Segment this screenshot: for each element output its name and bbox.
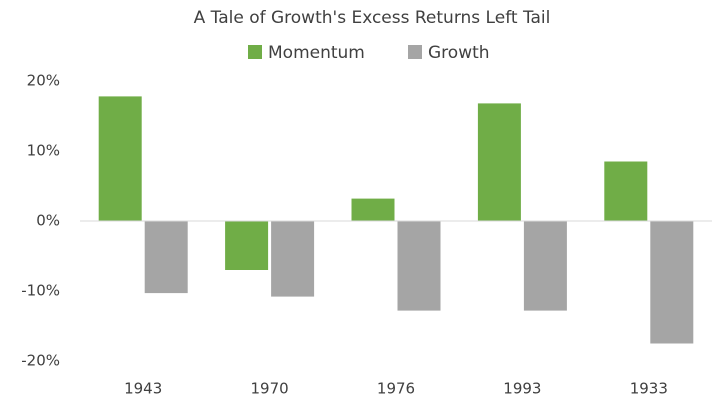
x-tick-label: 1993	[503, 380, 541, 398]
bar	[98, 96, 142, 221]
bar	[650, 221, 694, 344]
bar	[271, 221, 315, 297]
y-tick-label: 10%	[27, 142, 60, 160]
y-tick-label: -10%	[21, 282, 60, 300]
legend-swatch	[248, 45, 262, 59]
legend-label: Momentum	[268, 43, 365, 63]
chart-title: A Tale of Growth's Excess Returns Left T…	[194, 8, 551, 28]
legend-swatch	[408, 45, 422, 59]
y-tick-label: -20%	[21, 352, 60, 370]
bar	[225, 221, 269, 270]
bar	[351, 198, 395, 221]
bar	[604, 161, 648, 221]
x-tick-label: 1976	[377, 380, 415, 398]
y-tick-label: 20%	[27, 72, 60, 90]
bar	[477, 103, 521, 221]
x-tick-label: 1970	[251, 380, 289, 398]
bar	[144, 221, 188, 294]
x-tick-label: 1943	[124, 380, 162, 398]
legend-label: Growth	[428, 43, 490, 63]
bar	[397, 221, 441, 311]
x-tick-label: 1933	[630, 380, 668, 398]
y-tick-label: 0%	[36, 212, 60, 230]
bar	[523, 221, 567, 311]
